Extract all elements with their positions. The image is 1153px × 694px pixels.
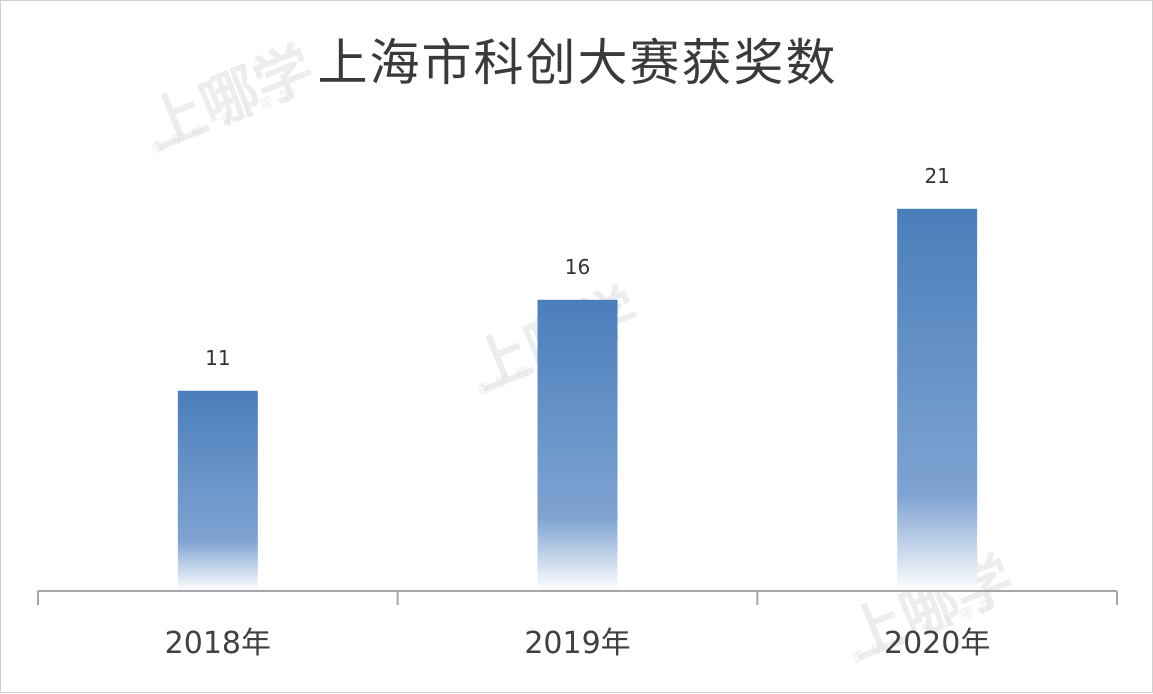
- x-tick-label-3: 2020年: [884, 626, 990, 661]
- bar-value-label-2: 16: [565, 255, 590, 279]
- bar-value-label-3: 21: [924, 164, 949, 188]
- bar-3: [897, 208, 978, 592]
- bar-1: [177, 390, 258, 591]
- chart-title: 上海市科创大赛获奖数: [317, 34, 838, 92]
- bar-2: [537, 299, 618, 591]
- x-tick-label-1: 2018年: [165, 626, 271, 661]
- bar-value-label-1: 11: [205, 346, 230, 370]
- x-tick-label-2: 2019年: [524, 626, 630, 661]
